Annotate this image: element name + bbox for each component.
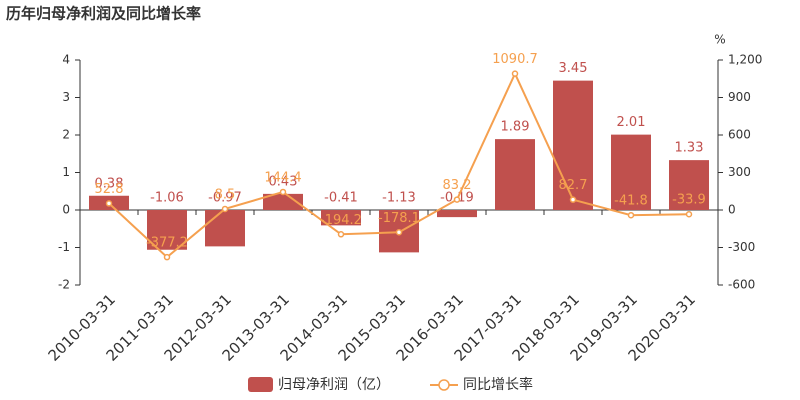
y2-tick-label: 300 — [728, 165, 751, 179]
line-point — [453, 196, 461, 203]
line-point — [511, 70, 519, 77]
line-point — [627, 211, 635, 219]
bar — [147, 210, 187, 250]
bar-value-label: -1.13 — [382, 191, 416, 206]
line-value-label: 144.4 — [264, 170, 301, 185]
line-point — [105, 200, 113, 207]
line-value-label: 82.7 — [559, 178, 588, 193]
bar — [205, 210, 245, 247]
line-value-label: -41.8 — [614, 194, 648, 209]
bar — [437, 210, 477, 218]
bar-value-label: 2.01 — [617, 115, 646, 130]
y-tick-label: 4 — [62, 53, 70, 67]
legend-swatch — [438, 379, 450, 391]
y2-tick-label: 1,200 — [728, 53, 762, 67]
y-tick-label: 3 — [62, 90, 70, 104]
bar-value-label: 0.43 — [269, 174, 298, 189]
bar — [495, 139, 535, 210]
line-value-label: 8.5 — [215, 187, 236, 202]
bar-value-label: 0.38 — [95, 176, 124, 191]
y2-tick-label: -300 — [728, 240, 755, 254]
y-tick-label: -2 — [58, 278, 70, 292]
legend-label: 同比增长率 — [463, 376, 533, 393]
bar-value-label: -0.97 — [208, 191, 242, 206]
legend-label: 归母净利润（亿） — [278, 376, 390, 393]
line-point — [163, 253, 171, 261]
y2-tick-label: 0 — [728, 203, 736, 217]
y2-tick-label: -600 — [728, 278, 755, 292]
line-value-label: -377.2 — [146, 236, 188, 251]
line-point — [221, 205, 229, 213]
chart-title: 历年归母净利润及同比增长率 — [6, 5, 201, 23]
y-tick-label: -1 — [58, 240, 70, 254]
bar-value-label: -1.06 — [150, 191, 184, 206]
y2-tick-label: 900 — [728, 90, 751, 104]
line-value-label: 1090.7 — [492, 52, 538, 67]
bar — [321, 210, 361, 226]
y-tick-label: 1 — [62, 165, 70, 179]
line-point — [685, 210, 693, 218]
line-value-label: -178.1 — [378, 211, 420, 226]
legend-swatch — [248, 377, 273, 392]
y2-unit: % — [714, 33, 725, 47]
line-value-label: 83.2 — [443, 178, 472, 193]
bar-value-label: 3.45 — [559, 61, 588, 76]
bar-value-label: 1.89 — [501, 120, 530, 135]
bar — [553, 80, 593, 210]
y-tick-label: 2 — [62, 128, 70, 142]
bar — [263, 193, 303, 210]
y-tick-label: 0 — [62, 203, 70, 217]
bar — [611, 134, 651, 210]
bar — [669, 160, 709, 210]
y2-tick-label: 600 — [728, 128, 751, 142]
line-point — [337, 231, 345, 238]
line-point — [279, 188, 287, 196]
line-value-label: 52.8 — [95, 182, 124, 197]
line-value-label: -194.2 — [320, 213, 362, 228]
line-point — [569, 196, 577, 203]
bar-value-label: -0.41 — [324, 191, 358, 206]
line-value-label: -33.9 — [672, 193, 706, 208]
line-point — [395, 229, 403, 236]
bar-value-label: 1.33 — [675, 141, 704, 156]
